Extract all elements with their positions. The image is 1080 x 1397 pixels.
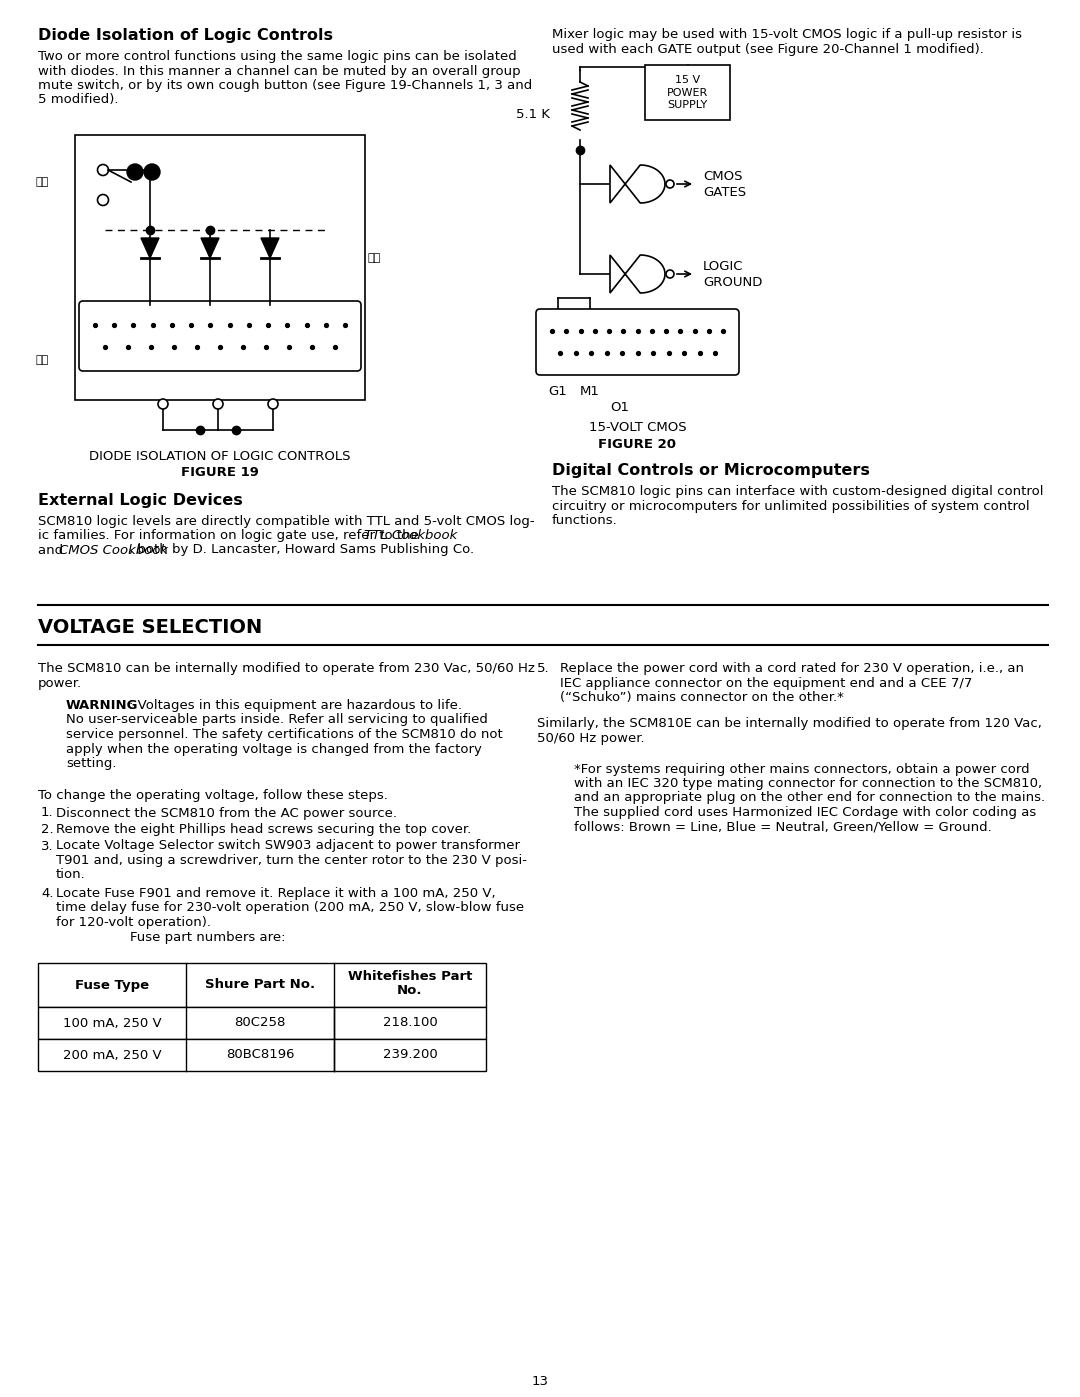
Text: 15-VOLT CMOS: 15-VOLT CMOS [589,420,686,434]
Text: Whitefishes Part: Whitefishes Part [348,971,472,983]
Text: Shure Part No.: Shure Part No. [205,978,315,992]
Text: tion.: tion. [56,869,85,882]
Text: SCM810 logic levels are directly compatible with TTL and 5-volt CMOS log-: SCM810 logic levels are directly compati… [38,514,535,528]
Text: 1.: 1. [41,806,54,820]
Text: DIODE ISOLATION OF LOGIC CONTROLS: DIODE ISOLATION OF LOGIC CONTROLS [90,450,351,462]
Text: 80BC8196: 80BC8196 [226,1049,294,1062]
Text: Two or more control functions using the same logic pins can be isolated: Two or more control functions using the … [38,50,516,63]
Text: Remove the eight Phillips head screws securing the top cover.: Remove the eight Phillips head screws se… [56,823,471,835]
Bar [38,1039,486,1071]
Text: with an IEC 320 type mating connector for connection to the SCM810,: with an IEC 320 type mating connector fo… [573,777,1042,789]
Text: CMOS
GATES: CMOS GATES [703,169,746,198]
Text: WARNING: WARNING [66,698,138,712]
Circle shape [666,270,674,278]
Text: service personnel. The safety certifications of the SCM810 do not: service personnel. The safety certificat… [66,728,503,740]
Circle shape [666,180,674,189]
Text: +: + [650,73,662,87]
Text: No user-serviceable parts inside. Refer all servicing to qualified: No user-serviceable parts inside. Refer … [66,714,488,726]
Text: ⒶⒷ: ⒶⒷ [36,177,50,187]
Text: To change the operating voltage, follow these steps.: To change the operating voltage, follow … [38,789,388,802]
Text: apply when the operating voltage is changed from the factory: apply when the operating voltage is chan… [66,742,482,756]
Circle shape [127,163,143,180]
Text: IEC appliance connector on the equipment end and a CEE 7/7: IEC appliance connector on the equipment… [561,676,972,690]
Text: and an appropriate plug on the other end for connection to the mains.: and an appropriate plug on the other end… [573,792,1045,805]
Polygon shape [610,165,665,203]
Text: 5.1 K: 5.1 K [516,109,550,122]
Text: FIGURE 20: FIGURE 20 [598,437,676,450]
Circle shape [158,400,168,409]
Text: 218.100: 218.100 [382,1017,437,1030]
Circle shape [144,163,160,180]
Text: 239.200: 239.200 [382,1049,437,1062]
Text: CMOS Cookbook: CMOS Cookbook [59,543,168,556]
Text: power.: power. [38,676,82,690]
Text: M1: M1 [580,386,599,398]
Bar [38,1007,486,1039]
Text: T901 and, using a screwdriver, turn the center rotor to the 230 V posi-: T901 and, using a screwdriver, turn the … [56,854,527,868]
Text: functions.: functions. [552,514,618,528]
Text: Diode Isolation of Logic Controls: Diode Isolation of Logic Controls [38,28,333,43]
Text: circuitry or microcomputers for unlimited possibilities of system control: circuitry or microcomputers for unlimite… [552,500,1029,513]
Text: and: and [38,543,67,556]
Text: Locate Fuse F901 and remove it. Replace it with a 100 mA, 250 V,: Locate Fuse F901 and remove it. Replace … [56,887,496,900]
Text: The SCM810 logic pins can interface with custom-designed digital control: The SCM810 logic pins can interface with… [552,486,1043,499]
Text: *For systems requiring other mains connectors, obtain a power cord: *For systems requiring other mains conne… [573,763,1029,775]
Text: with diodes. In this manner a channel can be muted by an overall group: with diodes. In this manner a channel ca… [38,64,521,77]
Text: The SCM810 can be internally modified to operate from 230 Vac, 50/60 Hz: The SCM810 can be internally modified to… [38,662,535,675]
Text: VOLTAGE SELECTION: VOLTAGE SELECTION [38,617,262,637]
Text: 200 mA, 250 V: 200 mA, 250 V [63,1049,161,1062]
Text: ic families. For information on logic gate use, refer to the: ic families. For information on logic ga… [38,529,423,542]
Text: 80C258: 80C258 [234,1017,286,1030]
Circle shape [268,400,278,409]
Circle shape [97,194,108,205]
Text: , both by D. Lancaster, Howard Sams Publishing Co.: , both by D. Lancaster, Howard Sams Publ… [129,543,474,556]
Text: mute switch, or by its own cough button (see Figure 19-Channels 1, 3 and: mute switch, or by its own cough button … [38,80,532,92]
Text: ⒶⒻ: ⒶⒻ [367,253,380,263]
Text: Mixer logic may be used with 15-volt CMOS logic if a pull-up resistor is: Mixer logic may be used with 15-volt CMO… [552,28,1022,41]
Text: (“Schuko”) mains connector on the other.*: (“Schuko”) mains connector on the other.… [561,692,843,704]
Text: O1: O1 [610,401,630,414]
Text: : Voltages in this equipment are hazardous to life.: : Voltages in this equipment are hazardo… [129,698,462,712]
Text: External Logic Devices: External Logic Devices [38,493,243,507]
Text: Similarly, the SCM810E can be internally modified to operate from 120 Vac,: Similarly, the SCM810E can be internally… [537,718,1042,731]
Bar [645,66,730,120]
FancyBboxPatch shape [79,300,361,372]
Text: Replace the power cord with a cord rated for 230 V operation, i.e., an: Replace the power cord with a cord rated… [561,662,1024,675]
Text: used with each GATE output (see Figure 20-Channel 1 modified).: used with each GATE output (see Figure 2… [552,42,984,56]
Polygon shape [141,237,159,258]
Text: time delay fuse for 230-volt operation (200 mA, 250 V, slow-blow fuse: time delay fuse for 230-volt operation (… [56,901,524,915]
Text: follows: Brown = Line, Blue = Neutral, Green/Yellow = Ground.: follows: Brown = Line, Blue = Neutral, G… [573,820,991,834]
Text: 13: 13 [531,1375,549,1389]
FancyBboxPatch shape [536,309,739,374]
Text: 3.: 3. [41,840,54,852]
Text: Digital Controls or Microcomputers: Digital Controls or Microcomputers [552,464,869,479]
Bar [38,963,486,1007]
Polygon shape [261,237,279,258]
Text: TTL Cookbook: TTL Cookbook [364,529,458,542]
Polygon shape [201,237,219,258]
Text: 15 V
POWER
SUPPLY: 15 V POWER SUPPLY [666,75,708,110]
Text: No.: No. [397,985,422,997]
Text: setting.: setting. [66,757,117,770]
Text: 5 modified).: 5 modified). [38,94,119,106]
Text: 50/60 Hz power.: 50/60 Hz power. [537,732,645,745]
Text: LOGIC
GROUND: LOGIC GROUND [703,260,762,289]
Circle shape [213,400,222,409]
Text: G1: G1 [549,386,567,398]
Circle shape [97,165,108,176]
Bar [75,136,365,400]
Text: 2.: 2. [41,823,54,835]
Text: ⒹⒻ: ⒹⒻ [36,355,50,365]
Text: Disconnect the SCM810 from the AC power source.: Disconnect the SCM810 from the AC power … [56,806,397,820]
Text: The supplied cord uses Harmonized IEC Cordage with color coding as: The supplied cord uses Harmonized IEC Co… [573,806,1036,819]
Text: FIGURE 19: FIGURE 19 [181,467,259,479]
Text: Fuse Type: Fuse Type [75,978,149,992]
Polygon shape [610,256,665,293]
Text: for 120-volt operation).: for 120-volt operation). [56,916,211,929]
Text: Fuse part numbers are:: Fuse part numbers are: [96,930,285,943]
Text: 4.: 4. [41,887,54,900]
Text: 5.: 5. [537,662,550,675]
Text: 100 mA, 250 V: 100 mA, 250 V [63,1017,161,1030]
Text: Locate Voltage Selector switch SW903 adjacent to power transformer: Locate Voltage Selector switch SW903 adj… [56,840,519,852]
